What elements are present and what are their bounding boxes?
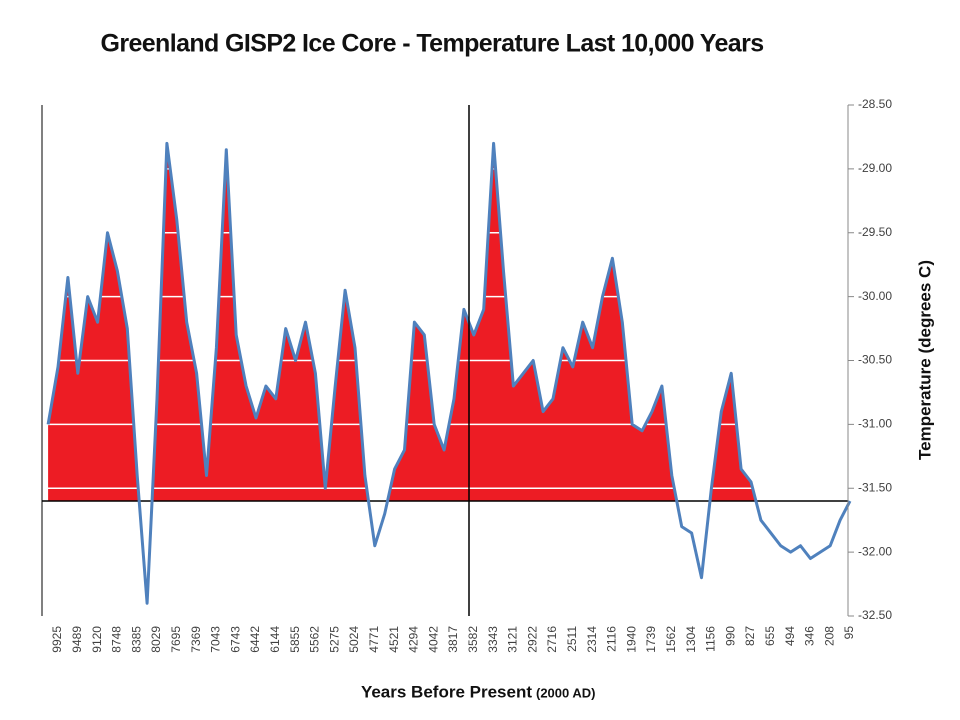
y-tick-label: -31.00	[858, 417, 892, 431]
x-tick-label: 5024	[347, 626, 361, 653]
y-tick-label: -32.00	[858, 544, 892, 558]
x-tick-label: 827	[743, 626, 757, 646]
x-tick-label: 3343	[486, 626, 500, 653]
x-tick-label: 7369	[189, 626, 203, 653]
x-tick-label: 1562	[664, 626, 678, 653]
x-tick-label: 6743	[228, 626, 242, 653]
x-tick-label: 655	[763, 626, 777, 646]
x-tick-label: 1940	[624, 626, 638, 653]
x-tick-label: 3817	[446, 626, 460, 653]
x-tick-label: 9925	[50, 626, 64, 653]
x-tick-label: 6442	[248, 626, 262, 653]
line	[46, 141, 852, 605]
x-tick-label: 5562	[308, 626, 322, 653]
x-tick-label: 8029	[149, 626, 163, 653]
y-tick-label: -28.50	[858, 97, 892, 111]
x-tick-label: 2716	[545, 626, 559, 653]
x-tick-label: 3121	[506, 626, 520, 653]
x-tick-label: 7695	[169, 626, 183, 653]
x-tick-label: 2116	[605, 626, 619, 652]
x-tick-label: 6144	[268, 626, 282, 653]
y-tick-label: -31.50	[858, 480, 892, 494]
x-tick-label: 4521	[387, 626, 401, 653]
x-tick-label: 494	[783, 626, 797, 646]
x-tick-label: 4042	[426, 626, 440, 653]
x-tick-label: 8748	[110, 626, 124, 653]
x-tick-label: 9120	[90, 626, 104, 653]
x-tick-label: 346	[803, 626, 817, 646]
x-tick-label: 990	[723, 626, 737, 646]
x-tick-label: 95	[842, 626, 856, 640]
x-tick-label: 4771	[367, 626, 381, 653]
y-tick-label: -32.50	[858, 608, 892, 622]
y-tick-label: -29.50	[858, 225, 892, 239]
x-tick-label: 2314	[585, 626, 599, 653]
x-tick-label: 1156	[704, 626, 718, 652]
x-tick-label: 4294	[407, 626, 421, 653]
x-tick-label: 7043	[209, 626, 223, 653]
x-tick-label: 5275	[327, 626, 341, 653]
y-axis-label: Temperature (degrees C)	[915, 260, 934, 460]
x-tick-label: 208	[822, 626, 836, 646]
x-tick-label: 8385	[129, 626, 143, 653]
x-axis-note: (2000 AD)	[536, 685, 595, 700]
x-tick-label: 2922	[525, 626, 539, 653]
x-tick-label: 1304	[684, 626, 698, 653]
x-tick-label: 5855	[288, 626, 302, 653]
chart-title: Greenland GISP2 Ice Core - Temperature L…	[100, 30, 763, 58]
y-tick-label: -29.00	[858, 161, 892, 175]
x-tick-label: 1739	[644, 626, 658, 653]
y-tick-label: -30.50	[858, 353, 892, 367]
x-tick-label: 9489	[70, 626, 84, 653]
x-tick-label: 3582	[466, 626, 480, 653]
y-tick-label: -30.00	[858, 289, 892, 303]
x-axis-label: Years Before Present	[361, 682, 532, 701]
x-tick-label: 2511	[565, 626, 579, 652]
